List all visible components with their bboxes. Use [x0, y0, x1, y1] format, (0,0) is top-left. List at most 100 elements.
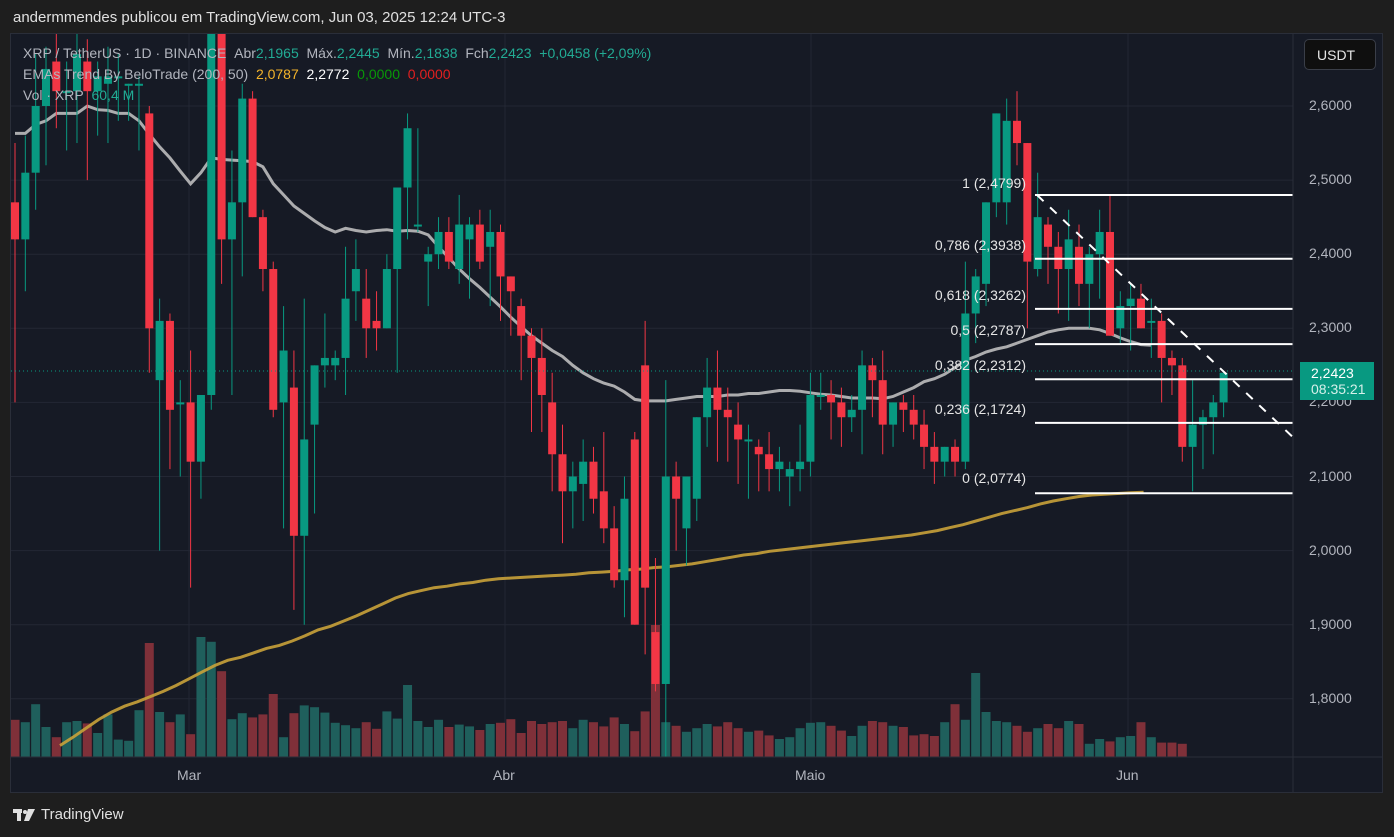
indicator-value-4: 0,0000 [407, 66, 451, 82]
time-tick-label: Maio [795, 767, 826, 783]
fibonacci-level-label: 0 (2,0774) [962, 470, 1026, 487]
volume-bar [279, 737, 289, 757]
fibonacci-level-label: 0,236 (2,1724) [934, 400, 1026, 417]
volume-bar [1167, 742, 1177, 757]
volume-bar [537, 724, 547, 757]
time-tick-label: Abr [493, 767, 515, 783]
indicator-name[interactable]: EMAs Trend By BeloTrade (200, 50) [23, 66, 249, 82]
candle-body [72, 54, 81, 92]
candle-body [909, 409, 918, 425]
candle-body [723, 409, 732, 418]
candle-body [93, 76, 102, 92]
candle-body [568, 476, 577, 492]
volume-bar [31, 704, 41, 757]
volume-bar [929, 736, 939, 757]
volume-bar [847, 736, 857, 757]
price-tick-label: 2,3000 [1309, 319, 1352, 336]
candle-body [1126, 298, 1135, 307]
volume-bar [867, 721, 877, 757]
candle-body [465, 224, 474, 240]
volume-bar [1146, 737, 1156, 757]
candle-body [320, 357, 329, 366]
candle-body [434, 231, 443, 255]
tradingview-logo-icon [13, 808, 35, 821]
candle-body [672, 476, 681, 499]
volume-bar [640, 711, 650, 757]
volume-bar [919, 734, 929, 757]
volume-bar [805, 722, 815, 757]
candle-body [238, 98, 247, 203]
candle-body [155, 320, 164, 381]
low-label: Mín. [387, 45, 415, 61]
candle-body [279, 350, 288, 403]
volume-bar [878, 722, 888, 757]
candle-body [1198, 417, 1207, 425]
candle-body [124, 83, 133, 86]
volume-bar [712, 726, 722, 757]
candle-body [599, 491, 608, 529]
candle-body [847, 409, 856, 418]
candle-body [393, 187, 402, 270]
brand-label: TradingView [41, 806, 124, 823]
candle-body [713, 387, 722, 410]
volume-bar [485, 724, 495, 757]
candle-body [930, 446, 939, 462]
volume-bar [1064, 721, 1074, 757]
volume-bar [836, 730, 846, 757]
candle-body [114, 76, 123, 79]
open-label: Abr [234, 45, 256, 61]
last-price-tag: 2,2423 08:35:21 [1300, 362, 1374, 400]
volume-bar [857, 725, 867, 757]
fibonacci-trend-line [1036, 194, 1293, 439]
high-label: Máx. [306, 45, 337, 61]
candle-body [537, 357, 546, 395]
volume-bar [268, 694, 278, 757]
currency-button[interactable]: USDT [1304, 39, 1376, 70]
volume-bar [1033, 728, 1043, 757]
candle-body [176, 402, 185, 405]
volume-bar [248, 717, 258, 757]
candle-body [351, 269, 360, 292]
candle-body [217, 34, 226, 240]
candle-body [289, 387, 298, 536]
volume-bar [898, 727, 908, 757]
price-tick-label: 1,8000 [1309, 689, 1352, 706]
volume-bar [671, 725, 681, 757]
last-price: 2,2423 [1311, 365, 1354, 381]
candle-body [1095, 231, 1104, 255]
volume-label[interactable]: Vol · XRP [23, 87, 84, 103]
volume-bar [588, 722, 598, 757]
volume-bar [361, 722, 371, 757]
candle-body [134, 83, 143, 86]
candle-body [444, 231, 453, 262]
candle-body [258, 217, 267, 270]
symbol-name[interactable]: XRP / TetherUS · 1D · BINANCE [23, 45, 227, 61]
candle-body [703, 387, 712, 418]
volume-bar [547, 722, 557, 757]
candle-body [145, 113, 154, 329]
candle-body [475, 224, 484, 262]
volume-bar [1105, 741, 1115, 757]
volume-bar [113, 739, 123, 757]
candle-body [455, 224, 464, 270]
volume-bar [1074, 724, 1084, 757]
volume-bar [496, 722, 506, 757]
volume-bar [940, 722, 950, 757]
candle-body [11, 202, 19, 240]
fibonacci-level-label: 0,618 (2,3262) [934, 286, 1026, 303]
candle-body [186, 402, 195, 462]
candle-body [796, 461, 805, 470]
volume-bar [186, 734, 196, 757]
candle-body [827, 394, 836, 403]
candle-body [754, 446, 763, 455]
candle-body [858, 365, 867, 410]
volume-bar [175, 714, 185, 757]
candle-body [651, 632, 660, 684]
volume-bar [227, 719, 237, 757]
plot-area [11, 34, 1293, 757]
volume-bar [557, 721, 567, 757]
volume-bar [909, 735, 919, 757]
tradingview-brand[interactable]: TradingView [13, 806, 124, 823]
candle-body [1105, 231, 1114, 336]
